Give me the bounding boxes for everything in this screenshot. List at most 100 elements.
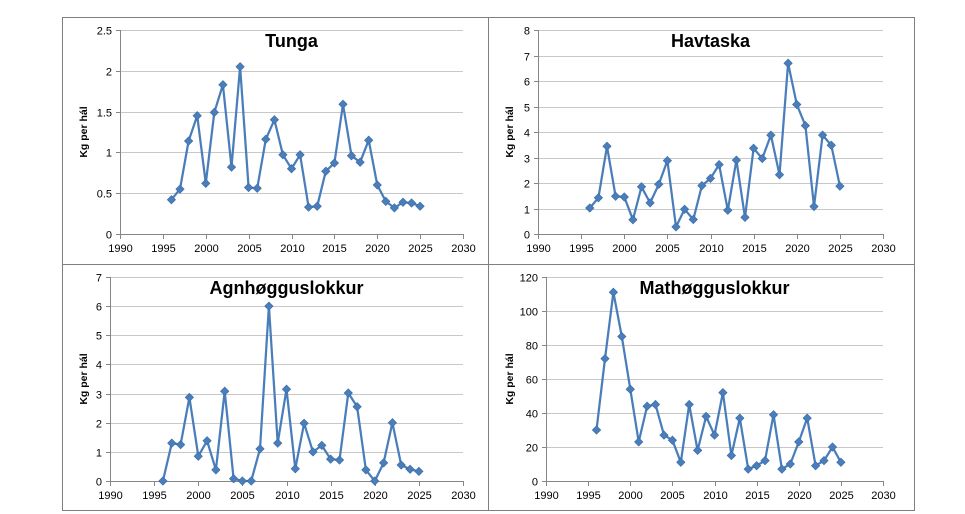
x-tick-label: 2005 bbox=[237, 243, 261, 255]
data-point: 2016: 2.96 bbox=[757, 153, 767, 164]
data-point: 2018: 2.32 bbox=[774, 170, 785, 180]
x-tick-label: 2005 bbox=[230, 490, 254, 502]
data-point: 2005: 2.88 bbox=[662, 155, 673, 166]
data-point: 2024: 3.48 bbox=[826, 140, 836, 150]
x-tick-label: 2010 bbox=[699, 243, 723, 255]
y-axis-title: Kg per hál bbox=[504, 106, 516, 157]
panel-frame bbox=[62, 264, 489, 511]
y-tick-label: 2 bbox=[96, 419, 102, 431]
data-point: 2015: 0.75 bbox=[325, 454, 336, 464]
data-point: 1998: 1.25 bbox=[175, 439, 186, 450]
chart-title: Agnhøgguslokkur bbox=[210, 278, 364, 298]
data-point: 2021: 0.4 bbox=[381, 196, 391, 207]
x-tick-label: 2000 bbox=[186, 490, 210, 502]
data-point: 2021: 37 bbox=[802, 413, 812, 423]
y-axis-title: Kg per hál bbox=[504, 353, 516, 404]
data-point: 1999: 2.87 bbox=[184, 392, 195, 403]
data-point: 2005: 24 bbox=[667, 435, 678, 445]
data-point: 2020: 23 bbox=[794, 437, 804, 447]
data-point: 2017: 3.88 bbox=[766, 130, 776, 140]
y-tick-label: 20 bbox=[526, 443, 538, 455]
y-tick-label: 5 bbox=[96, 331, 102, 343]
data-point: 2016: 1.59 bbox=[338, 99, 348, 109]
y-tick-label: 7 bbox=[524, 52, 530, 64]
data-point: 2003: 45 bbox=[650, 399, 661, 410]
data-point: 2002: 1.85 bbox=[636, 182, 647, 192]
x-tick-label: 2030 bbox=[871, 243, 895, 255]
gridlines bbox=[546, 277, 883, 448]
data-point: 2011: 2.72 bbox=[714, 159, 724, 170]
data-point: 2015: 3.36 bbox=[748, 143, 759, 153]
x-tick-label: 2020 bbox=[365, 243, 389, 255]
data-point: 2022: 2 bbox=[387, 418, 398, 428]
data-point: 2024: 0.4 bbox=[405, 464, 415, 474]
y-tick-label: 2.5 bbox=[97, 26, 112, 38]
data-point: 2014: 1.22 bbox=[317, 440, 327, 451]
data-point: 2015: 0.87 bbox=[329, 158, 340, 168]
x-tick-label: 2010 bbox=[280, 243, 304, 255]
data-point: 2020: 0.6 bbox=[372, 180, 382, 190]
data-point: 2013: 37 bbox=[735, 413, 745, 423]
chart-panel-4: 0 20 40 60 80 100 120 1990 1995 2000 2005 2010 2015 2… bbox=[488, 264, 915, 511]
data-point: 2001: 23 bbox=[634, 437, 644, 447]
y-tick-label: 100 bbox=[520, 307, 538, 319]
y-tick-label: 60 bbox=[526, 375, 538, 387]
data-point: 1997: 0.55 bbox=[175, 184, 185, 194]
data-point: 1996: 0.42 bbox=[166, 195, 177, 205]
x-tick-label: 2005 bbox=[660, 490, 684, 502]
data-point: 2024: 0.38 bbox=[406, 198, 417, 208]
x-tick-label: 1995 bbox=[151, 243, 175, 255]
data-point: 2023: 0.39 bbox=[398, 197, 408, 207]
x-tick-label: 2030 bbox=[451, 243, 475, 255]
data-point: 2020: 5.08 bbox=[792, 99, 802, 110]
data-point: 2021: 4.25 bbox=[800, 120, 811, 131]
data-point: 2000: 54 bbox=[625, 384, 635, 394]
x-tick-label: 2010 bbox=[703, 490, 727, 502]
data-point: 1996: 1.02 bbox=[585, 203, 595, 213]
data-point: 1996: 30 bbox=[591, 425, 602, 435]
data-point: 1998: 1.14 bbox=[183, 136, 194, 146]
chart-title: Mathøgguslokkur bbox=[639, 278, 789, 298]
data-point: 2003: 0.82 bbox=[226, 162, 237, 172]
x-tick-label: 2030 bbox=[451, 490, 475, 502]
data-point: 2009: 38 bbox=[701, 411, 711, 422]
y-tick-label: 4 bbox=[96, 360, 102, 372]
y-tick-label: 0 bbox=[96, 477, 102, 489]
y-tick-label: 80 bbox=[526, 341, 538, 353]
x-tick-label: 2025 bbox=[829, 490, 853, 502]
data-point: 2018: 2.55 bbox=[352, 402, 362, 412]
series-line bbox=[588, 62, 842, 229]
y-tick-label: 4 bbox=[524, 128, 530, 140]
data-point: 2009: 1.3 bbox=[273, 438, 283, 448]
y-tick-label: 1 bbox=[96, 448, 102, 460]
data-point: 2021: 0.62 bbox=[378, 458, 389, 468]
data-point: 2025: 0.34 bbox=[415, 201, 425, 211]
x-tick-label: 2010 bbox=[275, 490, 299, 502]
data-point: 2025: 0.33 bbox=[414, 466, 424, 477]
gridlines bbox=[538, 30, 883, 210]
data-point: 2023: 0.55 bbox=[396, 460, 406, 470]
y-tick-label: 2 bbox=[106, 67, 112, 79]
data-point: 2013: 2.9 bbox=[731, 155, 742, 165]
x-tick-label: 2020 bbox=[363, 490, 387, 502]
data-point: 2022: 1.08 bbox=[809, 201, 819, 212]
data-point: 2007: 1.16 bbox=[261, 134, 271, 144]
data-point: 2008: 18 bbox=[692, 445, 703, 456]
data-point: 2002: 1.83 bbox=[218, 80, 228, 90]
x-tick-label: 2015 bbox=[319, 490, 343, 502]
gridlines bbox=[110, 277, 463, 453]
data-point: 2004: 1.95 bbox=[654, 179, 664, 189]
x-tick-label: 2000 bbox=[612, 243, 636, 255]
data-point: 2025: 11 bbox=[836, 457, 846, 467]
x-tick-label: 2030 bbox=[871, 490, 895, 502]
y-axis-title: Kg per hál bbox=[78, 353, 90, 404]
data-point: 2006: 11 bbox=[676, 457, 686, 467]
chart-panel-2: 0 1 2 3 4 5 6 7 8 1990 1995 2000 2005 2010 2015 2020 202… bbox=[488, 17, 915, 265]
data-point: 2006: 0.28 bbox=[671, 222, 681, 232]
data-point: 2010: 27 bbox=[709, 430, 720, 440]
data-point: 2017: 0.96 bbox=[346, 151, 357, 161]
data-point: 2011: 0.42 bbox=[290, 464, 300, 474]
data-point: 1997: 1.42 bbox=[593, 193, 604, 203]
data-point: 2025: 1.88 bbox=[835, 181, 845, 191]
data-point: 2013: 0.34 bbox=[312, 201, 322, 211]
